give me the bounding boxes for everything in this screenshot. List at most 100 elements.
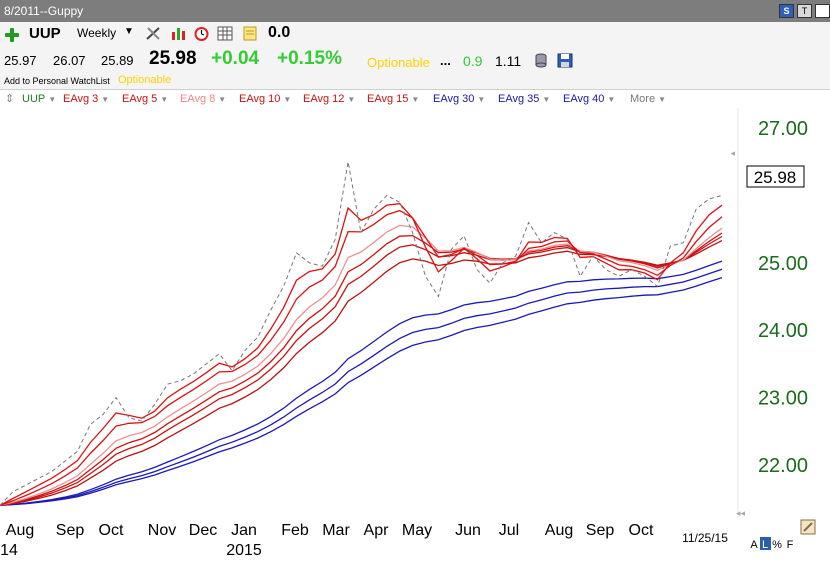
chevron-down-icon[interactable]: ▼ (124, 26, 134, 37)
price-series-line (0, 161, 723, 506)
y-tick-label: 27.00 (758, 118, 808, 140)
legend-item-label: EAvg 3 (63, 93, 99, 105)
x-tick-label: Oct (629, 522, 654, 539)
ema-line-12 (0, 235, 723, 506)
mode-button-f[interactable]: F (787, 539, 794, 551)
optionable-secondary-label[interactable]: Optionable (118, 74, 172, 86)
legend-item-uup[interactable]: UUP ▼ (22, 93, 56, 105)
chevron-down-icon[interactable]: ▼ (658, 95, 666, 104)
close-button[interactable] (815, 4, 830, 18)
low-value: 25.89 (101, 53, 134, 68)
x-sub-label: 14 (0, 542, 18, 559)
legend-item-eavg8[interactable]: EAvg 8 ▼ (180, 93, 226, 105)
price-axis: 22.00 23.00 24.00 25.00 27.00 (758, 118, 808, 477)
legend-item-eavg12[interactable]: EAvg 12 ▼ (303, 93, 355, 105)
save-icon[interactable] (557, 53, 574, 68)
optionable-label[interactable]: Optionable (367, 55, 430, 70)
legend-item-label: EAvg 40 (563, 93, 605, 105)
y-tick-label: 24.00 (758, 320, 808, 342)
chevron-down-icon[interactable]: ▼ (218, 95, 227, 104)
bars-icon[interactable] (171, 26, 188, 41)
x-tick-label: May (402, 522, 432, 539)
y-tick-label: 23.00 (758, 388, 808, 410)
mode-button-a[interactable]: A (750, 539, 758, 551)
scroll-left-icon[interactable]: ◂ (730, 148, 735, 158)
ema-line-30 (0, 260, 723, 506)
legend-item-more[interactable]: More ▼ (630, 93, 666, 105)
x-tick-label: Feb (281, 522, 309, 539)
chevron-down-icon[interactable]: ▼ (48, 95, 57, 104)
quote-panel: UUP Weekly ▼ 0.0 25.97 26.07 25.89 25.98… (0, 22, 830, 90)
t-button[interactable]: T (797, 4, 812, 18)
more-dots[interactable]: ... (440, 53, 451, 68)
chevron-down-icon[interactable]: ▼ (160, 95, 169, 104)
chevron-down-icon[interactable]: ▼ (283, 95, 292, 104)
mode-button-percent[interactable]: % (772, 539, 782, 551)
last-price-box-label: 25.98 (754, 168, 797, 187)
legend-item-eavg3[interactable]: EAvg 3 ▼ (63, 93, 109, 105)
legend-item-label: EAvg 12 (303, 93, 345, 105)
x-tick-label: Mar (322, 522, 350, 539)
legend-item-eavg15[interactable]: EAvg 15 ▼ (367, 93, 419, 105)
last-price-box-frame (746, 165, 805, 188)
chevron-down-icon[interactable]: ▼ (477, 95, 486, 104)
change-count: 0.0 (268, 24, 291, 41)
high-value: 26.07 (53, 53, 86, 68)
symbol-label[interactable]: UUP (29, 25, 61, 42)
legend-item-label: EAvg 10 (239, 93, 281, 105)
add-to-watchlist-link[interactable]: Add to Personal WatchList (4, 76, 110, 86)
ema-line-8 (0, 224, 723, 506)
pencil-icon[interactable] (800, 519, 816, 535)
scroll-arrows-icon[interactable]: ◂◂ (736, 508, 746, 518)
chevron-down-icon[interactable]: ▼ (542, 95, 551, 104)
x-tick-label: Jan (231, 522, 257, 539)
x-sub-label: 2015 (226, 542, 262, 559)
open-value: 25.97 (4, 53, 37, 68)
y-tick-label: 25.00 (758, 253, 808, 275)
note-icon[interactable] (242, 26, 259, 41)
s-button[interactable]: S (779, 4, 794, 18)
x-tick-label: Dec (189, 522, 217, 539)
chevron-down-icon[interactable]: ▼ (101, 95, 110, 104)
price-change: +0.04 (211, 48, 260, 69)
legend-item-eavg5[interactable]: EAvg 5 ▼ (122, 93, 168, 105)
y-tick-label: 22.00 (758, 455, 808, 477)
chevron-down-icon[interactable]: ▼ (411, 95, 420, 104)
title-bar: 8/2011--Guppy S T (0, 0, 830, 22)
legend-item-eavg35[interactable]: EAvg 35 ▼ (498, 93, 550, 105)
database-icon[interactable] (533, 53, 550, 68)
ema-line-3 (0, 203, 723, 506)
x-tick-label: Sep (56, 522, 85, 539)
chevron-down-icon[interactable]: ▼ (607, 95, 616, 104)
price-line (0, 161, 723, 506)
ema-lines (0, 203, 723, 506)
ema-line-35 (0, 268, 723, 506)
plus-icon[interactable] (5, 28, 19, 42)
window-title[interactable]: 8/2011--Guppy (4, 4, 84, 18)
chart-date-label: 11/25/15 (682, 531, 728, 545)
clock-icon[interactable] (193, 26, 210, 41)
x-tick-label: Aug (545, 522, 573, 539)
chevron-down-icon[interactable]: ▼ (347, 95, 356, 104)
period-select[interactable]: Weekly (77, 26, 117, 40)
tool-icon[interactable] (145, 26, 162, 41)
price-chart[interactable]: 22.00 23.00 24.00 25.00 27.00 25.98 Aug Sep Oc… (0, 108, 830, 562)
up-down-arrow-icon[interactable]: ⇕ (5, 93, 15, 105)
last-price: 25.98 (149, 48, 197, 69)
x-tick-label: Oct (99, 522, 124, 539)
time-axis: Aug Sep Oct Nov Dec Jan Feb Mar Apr May Jun Jul Aug S… (0, 522, 654, 559)
x-tick-label: Jun (455, 522, 481, 539)
value-two: 1.11 (495, 53, 522, 69)
legend-item-label: EAvg 15 (367, 93, 409, 105)
legend-item-label: More (630, 93, 656, 105)
legend-item-label: EAvg 5 (122, 93, 158, 105)
value-one: 0.9 (463, 53, 483, 69)
mode-selected-highlight (760, 537, 771, 550)
grid-icon[interactable] (217, 26, 234, 41)
mode-button-l[interactable]: L (762, 539, 768, 551)
indicator-legend: ⇕ UUP ▼ EAvg 3 ▼ EAvg 5 ▼ EAvg 8 ▼ EAvg 10 ▼ … (0, 90, 830, 108)
legend-item-eavg30[interactable]: EAvg 30 ▼ (433, 93, 485, 105)
legend-item-eavg40[interactable]: EAvg 40 ▼ (563, 93, 615, 105)
legend-item-eavg10[interactable]: EAvg 10 ▼ (239, 93, 291, 105)
x-tick-label: Aug (6, 522, 34, 539)
